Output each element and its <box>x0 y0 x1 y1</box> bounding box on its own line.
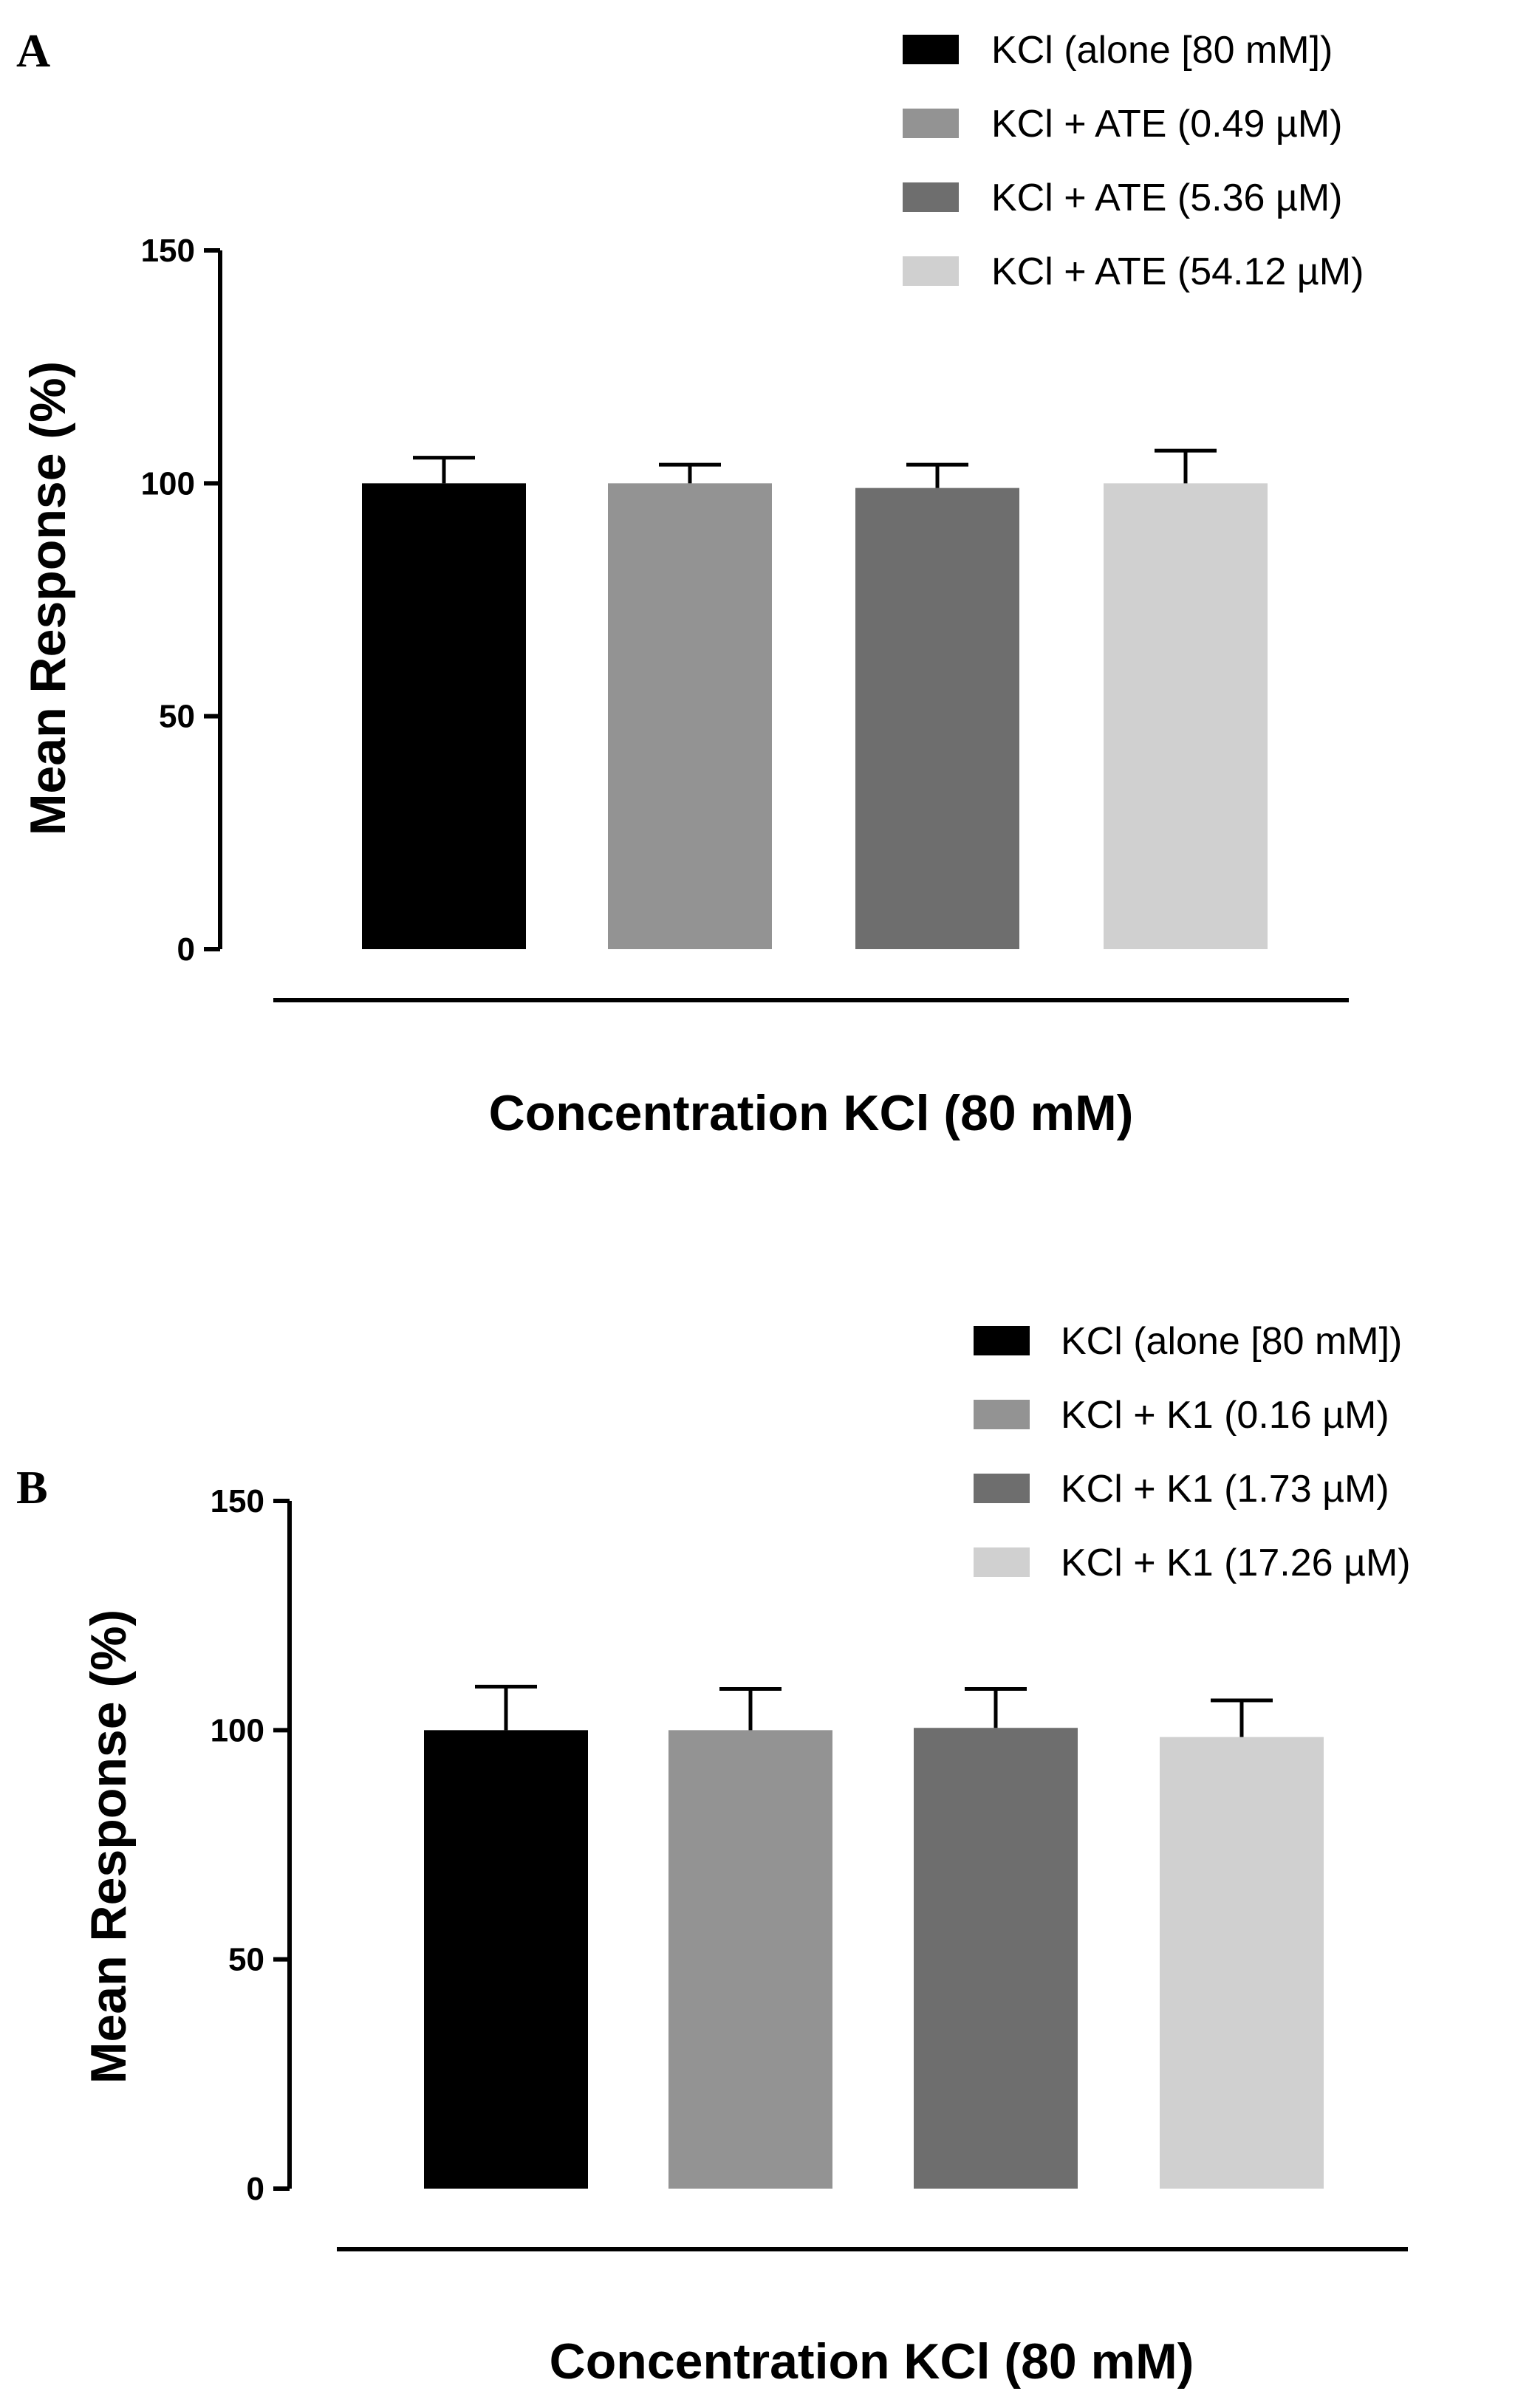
legend-swatch <box>974 1326 1030 1355</box>
legend-swatch <box>903 256 959 286</box>
panel-label: B <box>16 1461 48 1513</box>
bar <box>668 1730 832 2189</box>
bar <box>1160 1737 1324 2189</box>
legend-label: KCl (alone [80 mM]) <box>1061 1320 1402 1363</box>
legend-label: KCl (alone [80 mM]) <box>991 29 1333 72</box>
legend-label: KCl + ATE (5.36 µM) <box>991 177 1342 219</box>
legend-swatch <box>974 1400 1030 1429</box>
legend-label: KCl + K1 (1.73 µM) <box>1061 1468 1389 1511</box>
legend-swatch <box>903 35 959 64</box>
legend-label: KCl + K1 (17.26 µM) <box>1061 1542 1411 1584</box>
bar <box>1104 483 1268 949</box>
y-tick-label: 100 <box>211 1712 264 1748</box>
bar <box>424 1730 588 2189</box>
bar <box>608 483 772 949</box>
y-tick-label: 0 <box>177 931 195 968</box>
y-tick-label: 0 <box>247 2171 264 2207</box>
y-tick-label: 150 <box>211 1483 264 1519</box>
bar <box>914 1728 1078 2189</box>
legend-label: KCl + ATE (0.49 µM) <box>991 103 1342 146</box>
panel-label: A <box>16 24 50 77</box>
bar <box>855 488 1019 949</box>
legend-label: KCl + ATE (54.12 µM) <box>991 250 1364 293</box>
x-axis-title: Concentration KCl (80 mM) <box>489 1085 1134 1141</box>
legend-swatch <box>903 182 959 212</box>
x-axis-title: Concentration KCl (80 mM) <box>550 2333 1194 2390</box>
legend-swatch <box>974 1547 1030 1577</box>
bar <box>362 483 526 949</box>
legend-swatch <box>903 109 959 138</box>
y-tick-label: 50 <box>228 1942 264 1978</box>
y-axis-title: Mean Response (%) <box>81 1610 137 2084</box>
y-tick-label: 50 <box>159 699 195 735</box>
legend-swatch <box>974 1474 1030 1503</box>
y-tick-label: 150 <box>141 233 195 269</box>
legend-label: KCl + K1 (0.16 µM) <box>1061 1394 1389 1437</box>
y-axis-title: Mean Response (%) <box>20 361 76 835</box>
y-tick-label: 100 <box>141 465 195 502</box>
